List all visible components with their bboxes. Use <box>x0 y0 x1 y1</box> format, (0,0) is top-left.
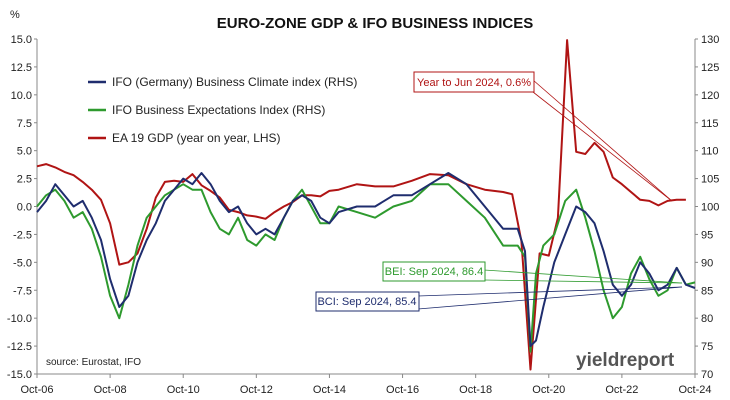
annotation-gdp-leader-2 <box>532 79 673 202</box>
annotation-bei-text: BEI: Sep 2024, 86.4 <box>385 266 483 278</box>
left-tick-label: 7.5 <box>17 118 32 130</box>
annotation-bei-box <box>382 261 486 282</box>
right-tick-label: 105 <box>701 174 719 186</box>
source-note: source: Eurostat, IFO <box>46 357 141 368</box>
annotation-bci-box <box>315 291 420 312</box>
x-tick-label: Oct-14 <box>313 384 346 396</box>
right-axis-ticks: 130 125 120 115 110 105 100 95 90 85 80 75 70 <box>695 34 719 381</box>
right-tick-label: 120 <box>701 90 719 102</box>
brand-logo: yieldreport <box>576 350 675 371</box>
left-tick-label: -2.5 <box>13 229 32 241</box>
x-axis-ticks: Oct-06 Oct-08 Oct-10 Oct-12 Oct-14 Oct-16 Oct-… <box>20 374 712 396</box>
x-tick-label: Oct-22 <box>605 384 638 396</box>
x-tick-label: Oct-08 <box>94 384 127 396</box>
right-tick-label: 110 <box>701 146 719 158</box>
legend-label-gdp: EA 19 GDP (year on year, LHS) <box>112 131 281 145</box>
left-tick-label: -7.5 <box>13 285 32 297</box>
annotation-gdp-box <box>413 71 535 93</box>
right-tick-label: 95 <box>701 229 713 241</box>
right-tick-label: 115 <box>701 118 719 130</box>
left-axis-unit: % <box>10 9 20 21</box>
x-tick-label: Oct-24 <box>678 384 711 396</box>
legend-label-bei: IFO Business Expectations Index (RHS) <box>112 103 325 117</box>
legend-label-bci: IFO (Germany) Business Climate index (RH… <box>112 75 357 89</box>
right-tick-label: 80 <box>701 313 713 325</box>
left-tick-label: -10.0 <box>7 313 32 325</box>
x-tick-label: Oct-06 <box>20 384 53 396</box>
annotation-bci: BCI: Sep 2024, 85.4 <box>315 286 683 312</box>
left-axis-ticks: 15.0 12.5 10.0 7.5 5.0 2.5 0.0 -2.5 -5.0 -7.5 -10.… <box>7 34 37 381</box>
x-tick-label: Oct-12 <box>240 384 273 396</box>
right-tick-label: 130 <box>701 34 719 46</box>
left-tick-label: 0.0 <box>17 202 32 214</box>
bci-line <box>36 172 696 348</box>
left-tick-label: 10.0 <box>11 90 32 102</box>
annotation-bei-leader-2 <box>483 269 683 284</box>
annotation-bei-leader-1 <box>483 279 683 284</box>
left-tick-label: 5.0 <box>17 146 32 158</box>
bei-line <box>36 183 696 353</box>
annotation-bci-leader-2 <box>417 286 683 310</box>
left-tick-label: -5.0 <box>13 257 32 269</box>
left-tick-label: -12.5 <box>7 341 32 353</box>
annotation-gdp-text: Year to Jun 2024, 0.6% <box>417 77 531 89</box>
right-tick-label: 85 <box>701 285 713 297</box>
left-tick-label: 2.5 <box>17 174 32 186</box>
right-tick-label: 70 <box>701 369 713 381</box>
chart-title: EURO-ZONE GDP & IFO BUSINESS INDICES <box>217 15 533 32</box>
annotation-gdp-leader-1 <box>532 91 673 202</box>
series-lines <box>36 39 696 371</box>
x-tick-label: Oct-18 <box>459 384 492 396</box>
right-tick-label: 125 <box>701 62 719 74</box>
left-tick-label: 12.5 <box>11 62 32 74</box>
annotation-bei: BEI: Sep 2024, 86.4 <box>382 261 683 284</box>
gdp-line <box>36 39 686 371</box>
legend: IFO (Germany) Business Climate index (RH… <box>88 75 357 145</box>
x-tick-label: Oct-16 <box>386 384 419 396</box>
right-tick-label: 100 <box>701 202 719 214</box>
annotation-gdp: Year to Jun 2024, 0.6% <box>413 71 673 202</box>
left-tick-label: 15.0 <box>11 34 32 46</box>
annotation-bci-text: BCI: Sep 2024, 85.4 <box>317 296 416 308</box>
right-tick-label: 75 <box>701 341 713 353</box>
left-tick-label: -15.0 <box>7 369 32 381</box>
x-tick-label: Oct-10 <box>167 384 200 396</box>
right-tick-label: 90 <box>701 257 713 269</box>
annotation-bci-leader-1 <box>417 286 683 297</box>
x-tick-label: Oct-20 <box>532 384 565 396</box>
